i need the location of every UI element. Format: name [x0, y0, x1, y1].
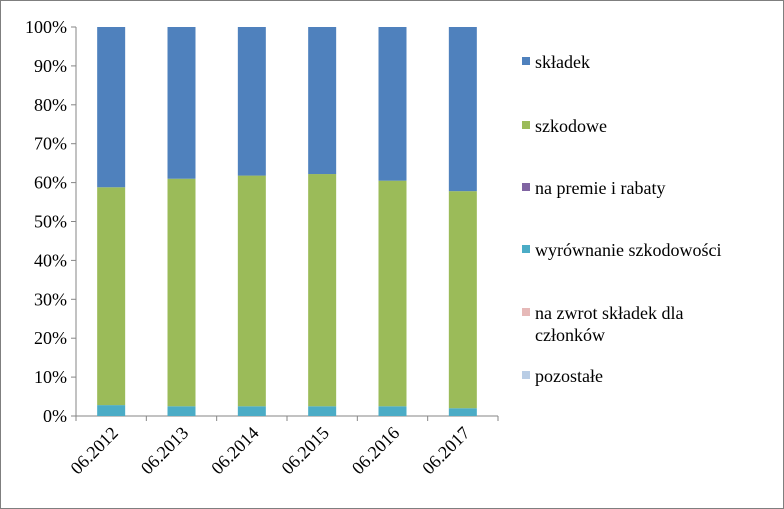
legend-label: szkodowe: [535, 116, 607, 136]
y-tick-label: 100%: [25, 17, 67, 37]
legend-label: wyrównanie szkodowości: [535, 240, 721, 260]
x-tick-label: 06.2013: [137, 423, 193, 479]
bar-segment: [378, 180, 407, 407]
x-tick-label: 06.2015: [277, 423, 333, 479]
legend-label: na premie i rabaty: [535, 178, 665, 198]
bar-segment: [167, 178, 196, 407]
x-tick-label: 06.2016: [348, 423, 404, 479]
legend: składek szkodowe na premie i rabaty wyrówna…: [522, 52, 721, 386]
legend-swatch: [522, 371, 530, 379]
x-tick-label: 06.2017: [418, 423, 474, 479]
bar-segment: [237, 27, 266, 176]
x-tick-label: 06.2012: [66, 423, 122, 479]
chart-axes: [71, 26, 499, 421]
bar-segment: [308, 27, 337, 175]
bar-segment: [97, 27, 126, 188]
bar-segment: [448, 408, 477, 416]
x-tick-label: 06.2014: [207, 423, 263, 479]
bar-segment: [237, 406, 266, 416]
bar-segment: [378, 406, 407, 416]
y-tick-label: 70%: [34, 134, 67, 154]
bar-segment: [378, 27, 407, 181]
legend-label: na zwrot składek dla członków: [535, 303, 683, 345]
y-tick-labels: 0% 10% 20% 30% 40% 50% 60% 70% 80% 90% 100%: [25, 17, 67, 426]
bar-segment: [97, 405, 126, 416]
y-tick-label: 40%: [34, 250, 67, 270]
bar-segment: [448, 191, 477, 409]
bar-segment: [308, 174, 337, 407]
legend-swatch: [522, 57, 530, 65]
legend-label: pozostałe: [535, 366, 603, 386]
legend-swatch: [522, 308, 530, 316]
x-tick-labels: 06.2012 06.2013 06.2014 06.2015 06.2016 06.20…: [66, 423, 473, 479]
y-tick-label: 0%: [43, 406, 67, 426]
y-tick-label: 10%: [34, 367, 67, 387]
y-tick-label: 20%: [34, 328, 67, 348]
y-tick-label: 90%: [34, 56, 67, 76]
bar-segment: [237, 175, 266, 407]
chart-bars: [97, 27, 477, 416]
legend-swatch: [522, 245, 530, 253]
legend-swatch: [522, 121, 530, 129]
legend-label: składek: [535, 52, 590, 72]
bar-segment: [167, 27, 196, 179]
bar-segment: [308, 406, 337, 416]
y-tick-label: 60%: [34, 173, 67, 193]
bar-segment: [167, 406, 196, 416]
bar-segment: [97, 187, 126, 406]
legend-swatch: [522, 183, 530, 191]
y-tick-label: 30%: [34, 289, 67, 309]
bar-segment: [448, 27, 477, 192]
y-tick-label: 80%: [34, 95, 67, 115]
y-tick-label: 50%: [34, 212, 67, 232]
